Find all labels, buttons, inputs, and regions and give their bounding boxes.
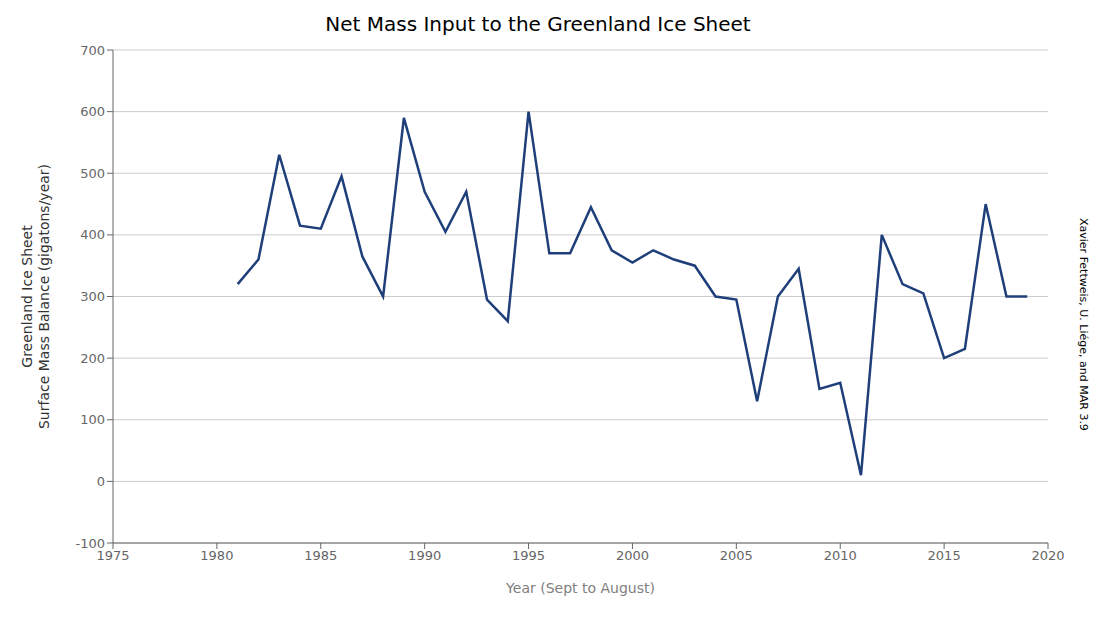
svg-text:1990: 1990 bbox=[408, 548, 441, 563]
svg-text:700: 700 bbox=[80, 43, 105, 58]
svg-text:600: 600 bbox=[80, 104, 105, 119]
svg-text:300: 300 bbox=[80, 289, 105, 304]
html-text:Net Mass Input to the Greenlan: Net Mass Input to the Greenland Ice Shee… bbox=[325, 12, 751, 36]
svg-text:100: 100 bbox=[80, 412, 105, 427]
html-text:Xavier Fettweis, U. Liége, and: Xavier Fettweis, U. Liége, and MAR 3.9 bbox=[1076, 217, 1090, 431]
svg-text:Year (Sept to August): Year (Sept to August) bbox=[505, 580, 655, 596]
svg-text:400: 400 bbox=[80, 227, 105, 242]
svg-text:2015: 2015 bbox=[928, 548, 961, 563]
svg-text:1980: 1980 bbox=[200, 548, 233, 563]
svg-text:1985: 1985 bbox=[304, 548, 337, 563]
svg-text:2000: 2000 bbox=[616, 548, 649, 563]
svg-text:2020: 2020 bbox=[1031, 548, 1064, 563]
svg-text:Greenland Ice SheetSurface Mas: Greenland Ice SheetSurface Mass Balance … bbox=[19, 164, 52, 429]
svg-text:1975: 1975 bbox=[96, 548, 130, 564]
svg-text:1995: 1995 bbox=[512, 548, 545, 563]
svg-text:0: 0 bbox=[97, 474, 105, 489]
svg-text:2005: 2005 bbox=[720, 548, 753, 563]
svg-text:-100: -100 bbox=[75, 536, 105, 551]
svg-text:2010: 2010 bbox=[824, 548, 857, 563]
svg-text:500: 500 bbox=[80, 166, 105, 181]
svg-text:200: 200 bbox=[80, 351, 105, 366]
